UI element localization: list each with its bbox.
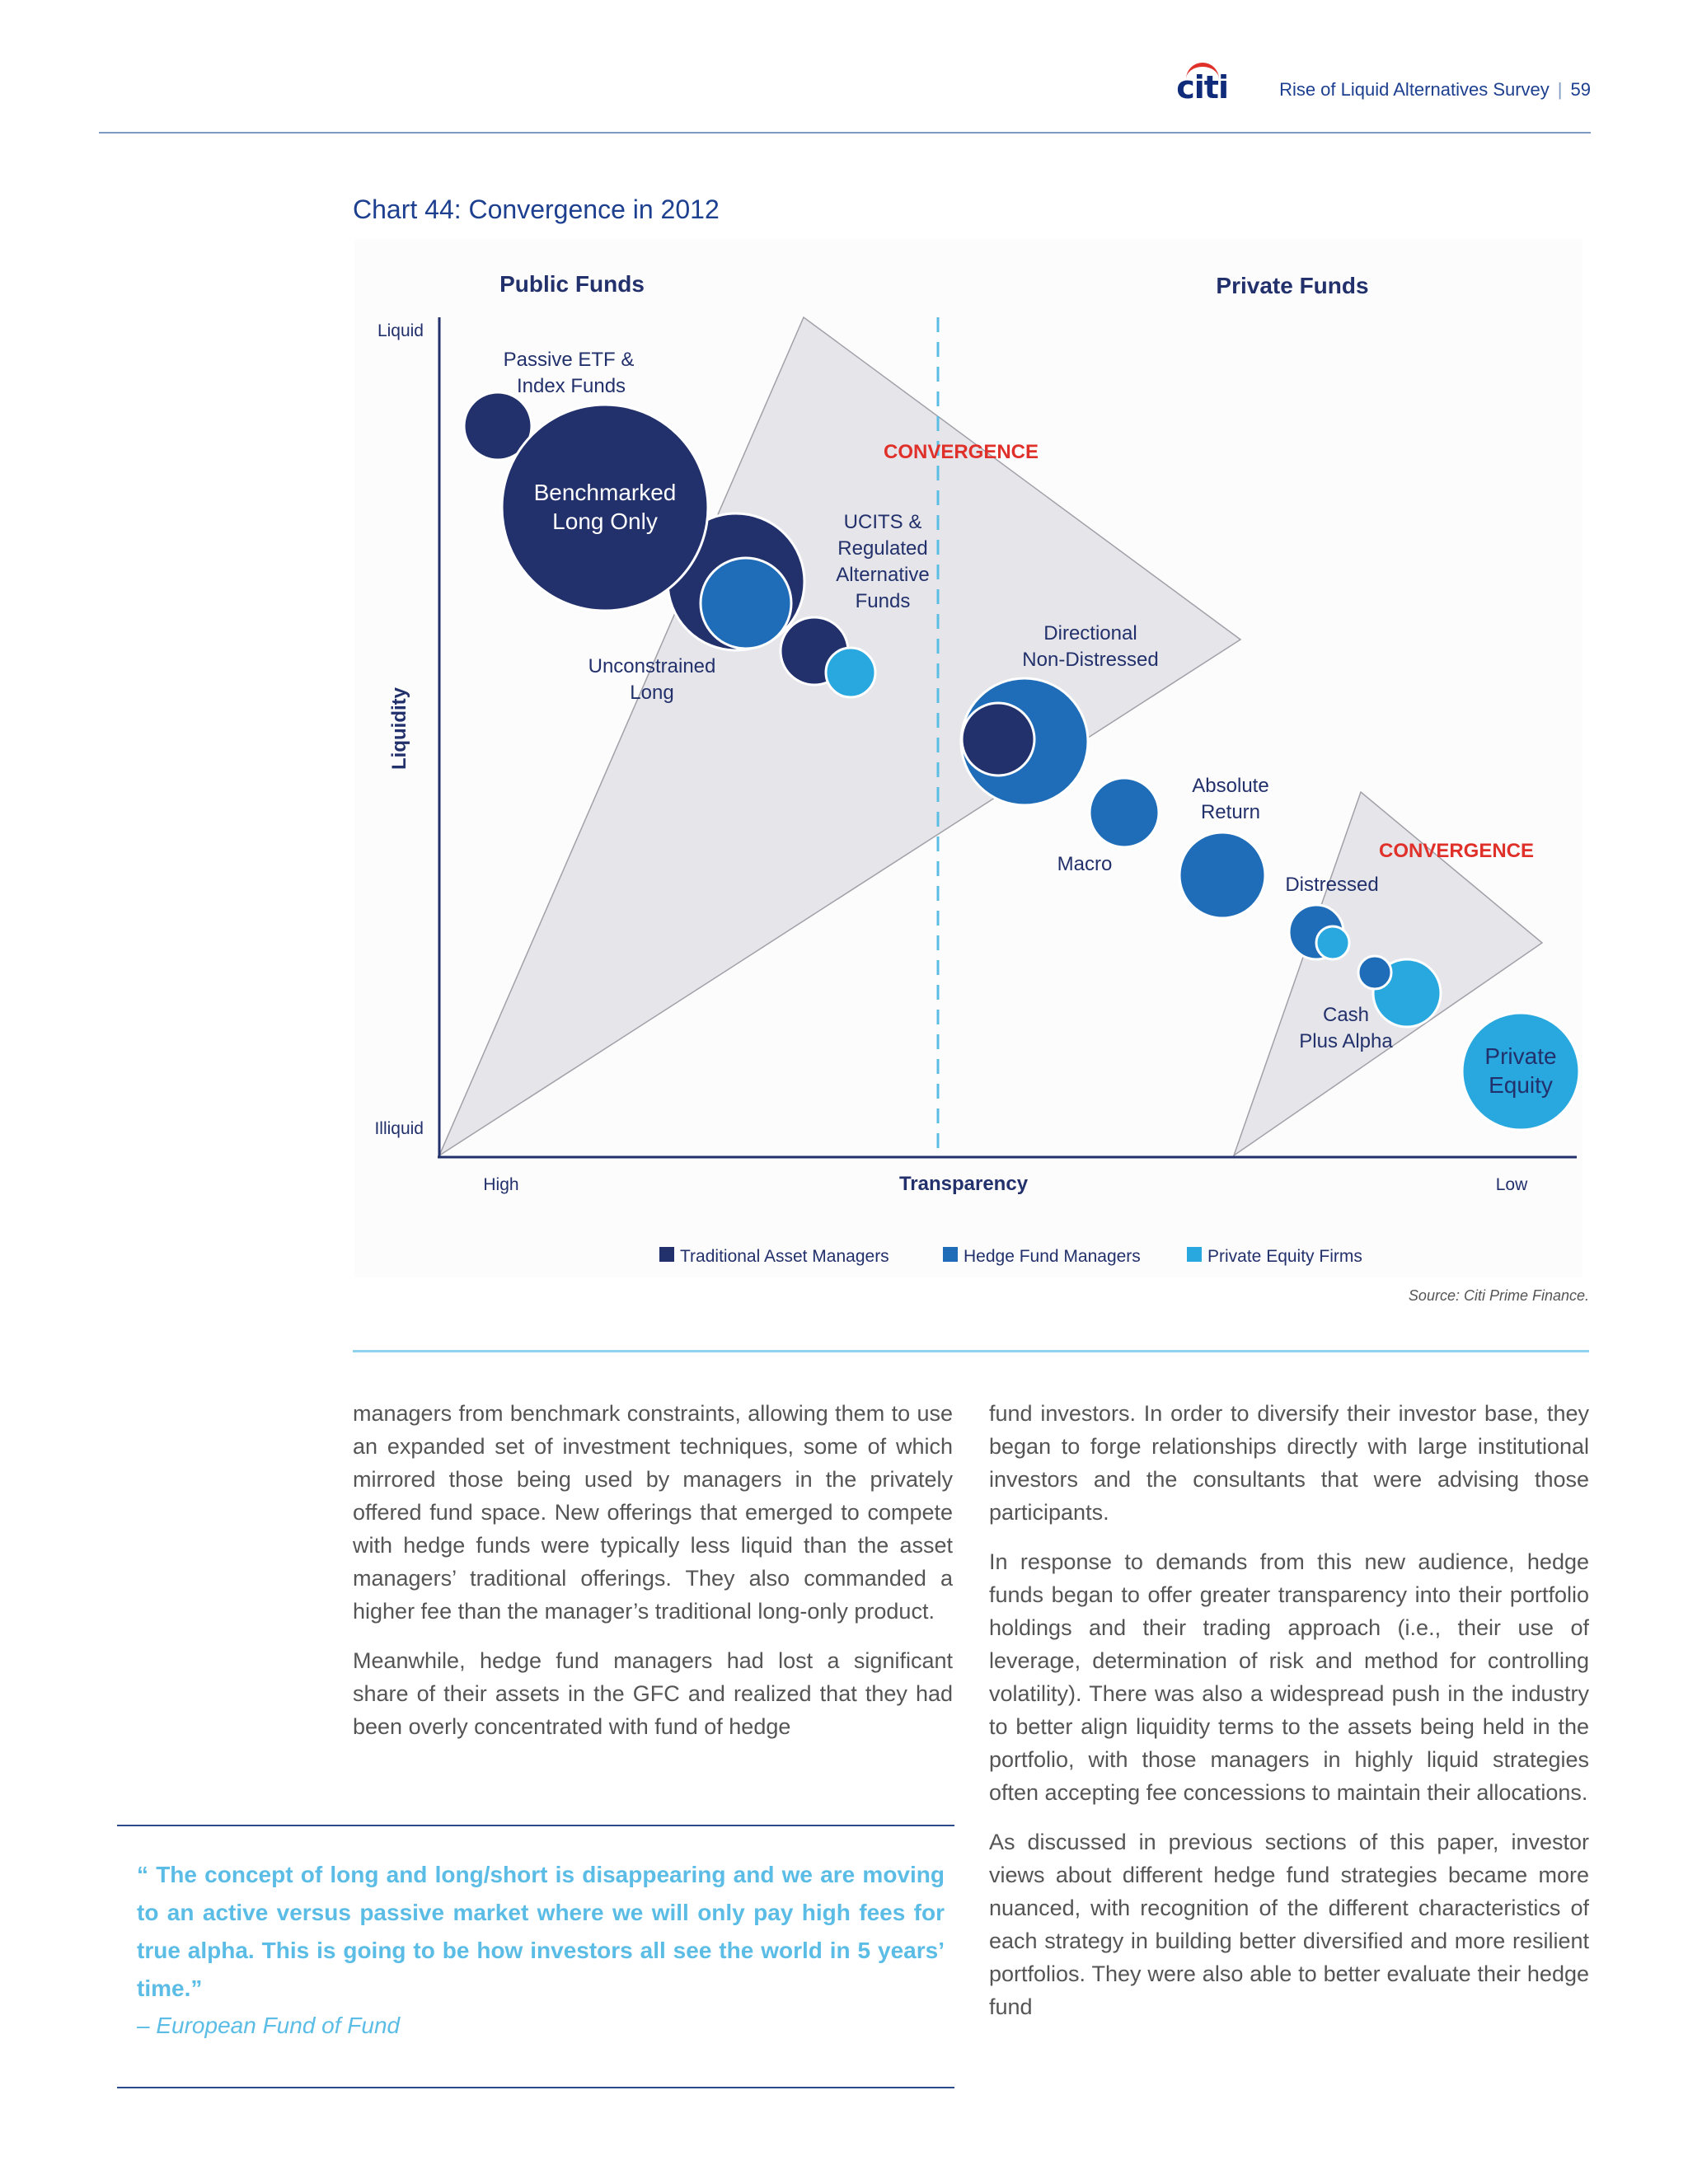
y-bottom-label: Illiquid	[374, 1119, 424, 1138]
unconstrained-label-2: Long	[630, 682, 673, 704]
bubble-absolute-return	[1178, 831, 1267, 920]
unconstrained-label-1: Unconstrained	[588, 655, 716, 677]
y-axis-title: Liquidity	[388, 687, 410, 770]
quote-attribution: – European Fund of Fund	[137, 2013, 401, 2038]
convergence-label-1: CONVERGENCE	[884, 441, 1039, 463]
legend-swatch-hedge	[943, 1247, 958, 1262]
body-column-right: fund investors. In order to diversify th…	[989, 1397, 1589, 2040]
distressed-label: Distressed	[1285, 874, 1378, 896]
benchmarked-label-2: Long Only	[552, 509, 658, 534]
bubble-benchmarked-long-only	[500, 403, 710, 612]
convergence-zone-large	[438, 316, 1242, 1157]
bubble-macro	[1088, 776, 1160, 849]
private-equity-label-2: Equity	[1489, 1072, 1553, 1098]
pull-quote: “ The concept of long and long/short is …	[117, 1825, 954, 2088]
header-title: Rise of Liquid Alternatives Survey | 59	[1279, 79, 1591, 101]
legend-label-hedge: Hedge Fund Managers	[964, 1247, 1141, 1266]
convergence-chart: Public Funds Private Funds Liquid Illiqu…	[374, 271, 1581, 1266]
bubble-passive-etf	[462, 391, 533, 462]
private-equity-label-1: Private	[1484, 1043, 1556, 1069]
paragraph: managers from benchmark constraints, all…	[353, 1401, 953, 1624]
ucits-label-2: Regulated	[837, 537, 927, 560]
convergence-label-2: CONVERGENCE	[1379, 840, 1534, 862]
ucits-label-1: UCITS &	[844, 511, 922, 533]
cash-plus-alpha-label-2: Plus Alpha	[1299, 1030, 1393, 1052]
bubble-private-equity	[1461, 1011, 1581, 1132]
report-title: Rise of Liquid Alternatives Survey	[1279, 79, 1550, 100]
chart-source: Source: Citi Prime Finance.	[1408, 1287, 1589, 1304]
chart-divider	[353, 1350, 1589, 1352]
paragraph: As discussed in previous sections of thi…	[989, 1830, 1589, 2019]
public-funds-label: Public Funds	[499, 271, 645, 297]
passive-etf-label-1: Passive ETF &	[504, 349, 635, 371]
legend-swatch-pe	[1187, 1247, 1202, 1262]
chart-legend: Traditional Asset Managers Hedge Fund Ma…	[659, 1247, 1362, 1266]
paragraph: Meanwhile, hedge fund managers had lost …	[353, 1648, 953, 1739]
legend-label-traditional: Traditional Asset Managers	[680, 1247, 889, 1266]
paragraph: In response to demands from this new aud…	[989, 1549, 1589, 1805]
ucits-label-4: Funds	[856, 590, 911, 612]
macro-label: Macro	[1057, 853, 1113, 875]
legend-label-pe: Private Equity Firms	[1207, 1247, 1362, 1266]
chart-title: Chart 44: Convergence in 2012	[353, 194, 720, 224]
body-column-left: managers from benchmark constraints, all…	[353, 1397, 953, 1760]
paragraph: fund investors. In order to diversify th…	[989, 1401, 1589, 1525]
private-funds-label: Private Funds	[1216, 273, 1368, 298]
bubble-directional-traditional	[960, 701, 1036, 777]
bubble-cash-plus-alpha-hedge	[1357, 954, 1393, 991]
logo-arc-icon	[1186, 63, 1220, 82]
page-header: citi Rise of Liquid Alternatives Survey |…	[99, 58, 1591, 134]
x-axis-title: Transparency	[899, 1173, 1029, 1195]
y-top-label: Liquid	[377, 321, 424, 340]
x-right-label: Low	[1496, 1175, 1528, 1194]
x-left-label: High	[483, 1175, 518, 1194]
legend-swatch-traditional	[659, 1247, 674, 1262]
bubble-ucits-hedge	[699, 556, 793, 650]
citi-logo: citi	[1176, 63, 1229, 105]
benchmarked-label-1: Benchmarked	[534, 480, 677, 505]
absolute-return-label-2: Return	[1201, 801, 1260, 823]
cash-plus-alpha-label-1: Cash	[1323, 1004, 1369, 1026]
absolute-return-label-1: Absolute	[1192, 775, 1268, 797]
quote-text: “ The concept of long and long/short is …	[137, 1862, 945, 2001]
directional-label-1: Directional	[1043, 622, 1137, 644]
passive-etf-label-2: Index Funds	[517, 375, 626, 397]
page-number: 59	[1570, 79, 1591, 100]
bubble-ucits-pe	[824, 646, 877, 699]
directional-label-2: Non-Distressed	[1022, 649, 1158, 671]
header-separator: |	[1557, 79, 1563, 100]
bubble-distressed-pe	[1315, 925, 1351, 961]
ucits-label-3: Alternative	[836, 564, 929, 586]
